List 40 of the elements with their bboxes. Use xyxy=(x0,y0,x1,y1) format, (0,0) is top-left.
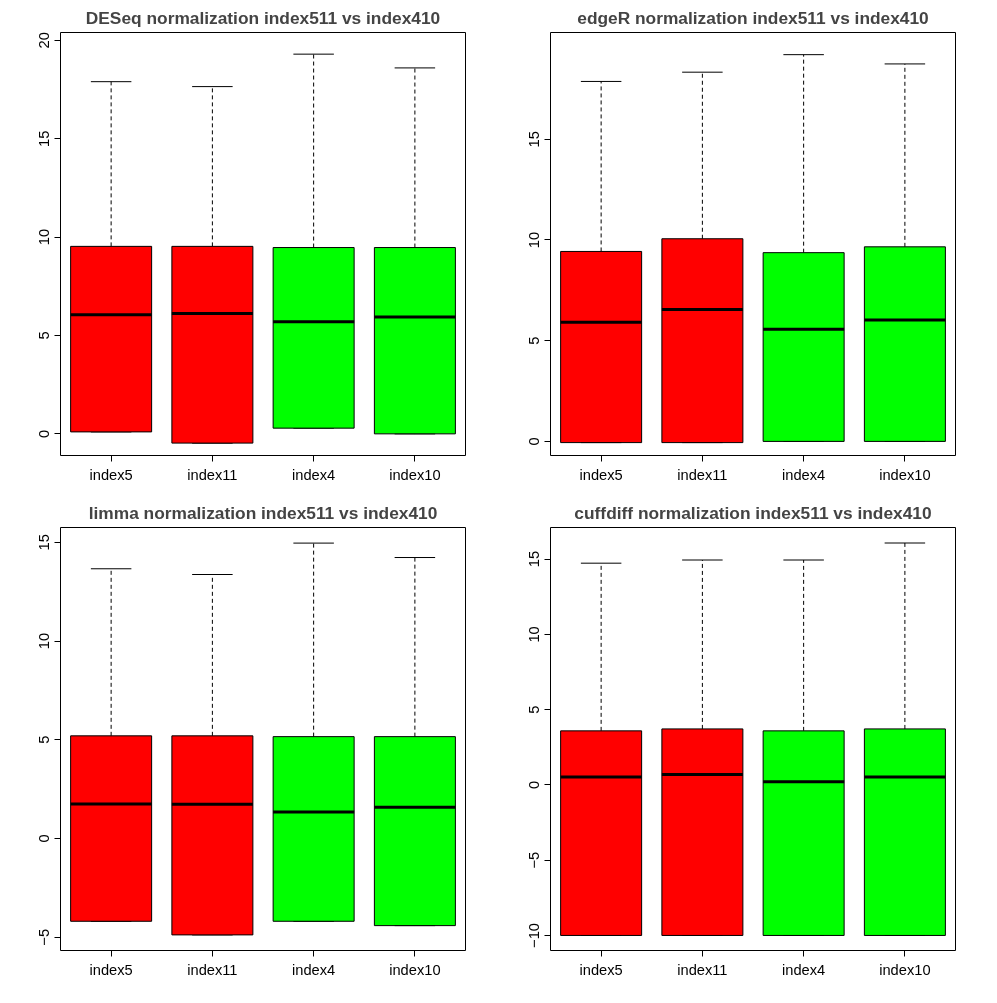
chart-title: DESeq normalization index511 vs index410 xyxy=(85,7,441,28)
x-tick-label: index10 xyxy=(879,466,931,483)
y-tick-label: 5 xyxy=(36,735,53,744)
y-tick-label: 15 xyxy=(526,131,543,148)
x-tick-label: index10 xyxy=(879,961,931,978)
y-tick-label: 10 xyxy=(36,228,53,246)
x-tick-label: index11 xyxy=(677,961,728,978)
chart-title: limma normalization index511 vs index410 xyxy=(88,502,438,523)
y-tick-label: −10 xyxy=(526,923,543,948)
x-tick-label: index5 xyxy=(579,961,623,978)
chart-title: edgeR normalization index511 vs index410 xyxy=(577,7,929,28)
x-tick-label: index11 xyxy=(677,466,728,483)
y-tick-label: 5 xyxy=(526,705,543,714)
y-tick-label: 0 xyxy=(36,834,53,843)
x-tick-label: index11 xyxy=(187,466,238,483)
y-tick-label: 0 xyxy=(526,437,543,446)
y-tick-label: 0 xyxy=(36,429,53,438)
y-tick-label: 0 xyxy=(526,780,543,789)
x-tick-label: index4 xyxy=(292,466,336,483)
x-tick-label: index4 xyxy=(782,961,826,978)
x-tick-label: index10 xyxy=(389,961,441,978)
x-tick-label: index5 xyxy=(579,466,623,483)
x-tick-label: index10 xyxy=(389,466,441,483)
y-tick-label: 15 xyxy=(36,130,53,147)
y-tick-label: 10 xyxy=(526,626,543,643)
y-tick-label: −5 xyxy=(36,928,53,946)
x-tick-label: index4 xyxy=(292,961,336,978)
y-tick-label: 20 xyxy=(36,32,53,49)
x-tick-label: index5 xyxy=(89,961,133,978)
y-tick-label: 10 xyxy=(36,632,53,650)
x-tick-label: index4 xyxy=(782,466,826,483)
y-tick-label: 5 xyxy=(36,331,53,340)
x-tick-label: index5 xyxy=(89,466,133,483)
chart-title: cuffdiff normalization index511 vs index410 xyxy=(574,502,932,523)
y-tick-label: −5 xyxy=(526,851,543,869)
x-tick-label: index11 xyxy=(187,961,238,978)
y-tick-label: 15 xyxy=(526,550,543,568)
y-tick-label: 5 xyxy=(526,336,543,345)
y-tick-label: 15 xyxy=(36,534,53,551)
y-tick-label: 10 xyxy=(526,231,543,249)
